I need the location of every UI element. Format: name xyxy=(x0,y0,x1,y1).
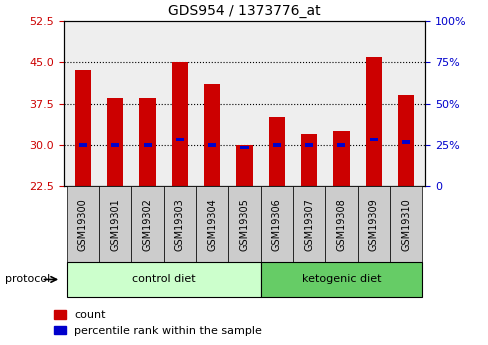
Bar xyxy=(163,186,196,262)
Text: GSM19301: GSM19301 xyxy=(110,198,120,250)
Bar xyxy=(301,134,317,186)
Bar xyxy=(236,145,252,186)
Text: GSM19309: GSM19309 xyxy=(368,198,378,250)
Text: ketogenic diet: ketogenic diet xyxy=(301,275,381,284)
Text: GSM19306: GSM19306 xyxy=(271,198,281,250)
Bar xyxy=(240,146,248,149)
Bar xyxy=(111,143,119,147)
Bar xyxy=(260,262,421,297)
Text: GSM19307: GSM19307 xyxy=(304,198,313,251)
Bar xyxy=(397,95,413,186)
Bar xyxy=(208,143,216,147)
Bar xyxy=(401,140,409,144)
Bar xyxy=(228,186,260,262)
Bar xyxy=(131,186,163,262)
Bar xyxy=(143,143,151,147)
Bar xyxy=(79,143,87,147)
Title: GDS954 / 1373776_at: GDS954 / 1373776_at xyxy=(168,4,320,18)
Bar xyxy=(67,262,260,297)
Bar xyxy=(292,186,325,262)
Bar xyxy=(67,186,99,262)
Bar xyxy=(337,143,345,147)
Bar xyxy=(176,138,183,141)
Bar xyxy=(171,62,187,186)
Bar xyxy=(268,117,285,186)
Bar xyxy=(196,186,228,262)
Bar xyxy=(203,84,220,186)
Text: GSM19300: GSM19300 xyxy=(78,198,88,250)
Bar xyxy=(260,186,292,262)
Bar xyxy=(139,98,155,186)
Bar xyxy=(389,186,421,262)
Text: protocol: protocol xyxy=(5,275,50,284)
Text: GSM19303: GSM19303 xyxy=(175,198,184,250)
Text: GSM19310: GSM19310 xyxy=(400,198,410,250)
Text: GSM19305: GSM19305 xyxy=(239,198,249,251)
Bar xyxy=(333,131,349,186)
Bar xyxy=(107,98,123,186)
Bar xyxy=(325,186,357,262)
Text: GSM19308: GSM19308 xyxy=(336,198,346,250)
Bar xyxy=(99,186,131,262)
Bar xyxy=(365,57,381,186)
Text: GSM19304: GSM19304 xyxy=(207,198,217,250)
Bar xyxy=(272,143,280,147)
Bar xyxy=(369,138,377,141)
Legend: count, percentile rank within the sample: count, percentile rank within the sample xyxy=(54,310,262,336)
Text: control diet: control diet xyxy=(132,275,195,284)
Text: GSM19302: GSM19302 xyxy=(142,198,152,251)
Bar xyxy=(305,143,312,147)
Bar xyxy=(75,70,91,186)
Bar xyxy=(357,186,389,262)
